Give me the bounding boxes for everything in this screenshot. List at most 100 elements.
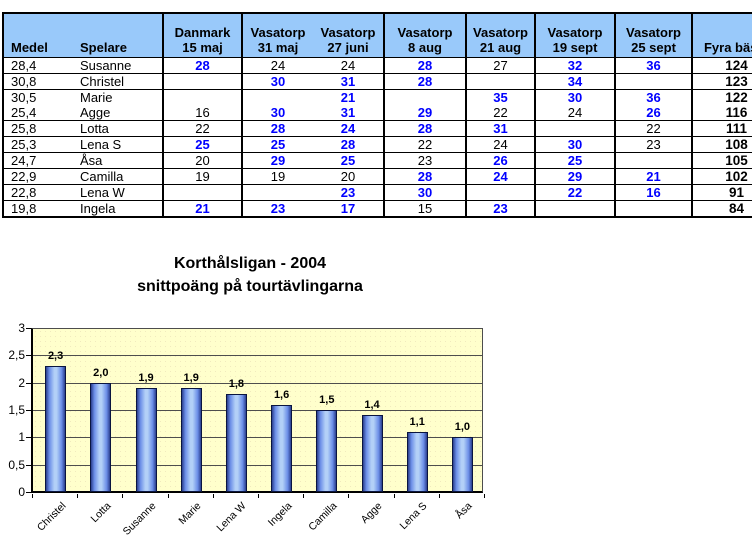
score-cell: 19 [163, 168, 243, 185]
score-cell: 31 [313, 105, 385, 121]
score-cell: 36 [615, 57, 693, 74]
bar-lena-s [406, 431, 428, 492]
total-cell: 108 [692, 136, 752, 153]
score-cell: 23 [384, 152, 467, 169]
score-cell: 28 [313, 136, 385, 153]
medel-cell: 30,8 [3, 73, 73, 90]
y-axis-tick [26, 464, 31, 466]
score-cell: 32 [535, 57, 616, 74]
column-header-vasatorp-25-sept: Vasatorp 25 sept [615, 13, 693, 58]
score-cell: 23 [615, 136, 693, 153]
score-cell: 25 [242, 136, 313, 153]
bar-value-label: 1,9 [183, 372, 199, 385]
score-cell: 30 [535, 136, 616, 153]
score-cell: 28 [384, 120, 467, 137]
score-cell: 28 [163, 57, 243, 74]
x-axis-tick [438, 494, 440, 498]
score-cell: 26 [615, 105, 693, 121]
score-cell [535, 200, 616, 217]
bar-marie [180, 388, 202, 492]
y-axis-label: 1 [18, 430, 25, 445]
player-row: 22,9 Camilla 19 19 20 28 24 29 21 102 [3, 168, 752, 185]
bar-value-label: 1,1 [409, 415, 425, 428]
y-axis-label: 0,5 [8, 457, 25, 472]
score-cell: 17 [313, 200, 385, 217]
score-cell: 22 [535, 184, 616, 201]
score-cell: 21 [313, 89, 385, 105]
total-cell: 123 [692, 73, 752, 90]
bar-value-label: 2,0 [93, 366, 109, 379]
score-cell: 28 [384, 73, 467, 90]
bar-value-label: 1,9 [138, 372, 154, 385]
y-axis-tick [26, 328, 31, 329]
column-header-spelare: Spelare [73, 13, 164, 58]
medel-cell: 22,9 [3, 168, 73, 185]
x-axis-tick [212, 494, 214, 498]
player-name-cell: Ingela [73, 200, 164, 217]
total-cell: 91 [692, 184, 752, 201]
score-cell: 34 [535, 73, 616, 90]
score-cell: 31 [313, 73, 385, 90]
y-axis-label: 3 [18, 321, 25, 335]
player-row: 25,4 Agge 16 30 31 29 22 24 26 116 [3, 105, 752, 121]
y-axis-tick [26, 355, 31, 357]
header-label: Danmark [174, 25, 231, 40]
total-cell: 84 [728, 201, 745, 216]
score-cell: 31 [466, 120, 536, 137]
x-axis-tick [393, 494, 395, 498]
player-name-cell: Marie [73, 89, 164, 105]
y-axis-tick [26, 410, 31, 411]
score-cell [535, 120, 616, 137]
total-cell: 122 [725, 90, 748, 105]
score-cell: 24 [313, 120, 385, 137]
bar-christel [45, 366, 67, 492]
score-cell: 16 [615, 184, 693, 201]
score-cell: 29 [242, 152, 313, 169]
bar-lotta [90, 382, 112, 492]
score-cell: 24 [466, 168, 536, 185]
score-cell [384, 89, 467, 105]
score-cell: 21 [163, 200, 243, 217]
total-cell: 124 [692, 57, 752, 74]
player-row: 19,8 Ingela 21 23 17 15 23 84 [3, 200, 752, 217]
x-axis-tick [167, 494, 169, 498]
score-cell: 23 [466, 200, 536, 217]
score-cell: 26 [466, 152, 536, 169]
score-cell [615, 73, 693, 90]
column-header-vasatorp-27-juni: Vasatorp 27 juni [313, 13, 385, 58]
score-cell: 20 [313, 168, 385, 185]
header-label: 31 maj [257, 40, 299, 55]
score-cell [163, 89, 243, 105]
score-cell: 24 [313, 57, 385, 74]
x-axis-tick [258, 494, 259, 498]
chart-title-line1: Korthålsligan - 2004 [173, 255, 327, 272]
header-label: 8 aug [408, 40, 442, 55]
score-average-chart: Korthålsligan - 2004 snittpoäng på tourt… [0, 250, 600, 545]
score-cell: 22 [466, 105, 536, 121]
bar-agge [361, 415, 383, 492]
chart-title-line2: snittpoäng på tourtävlingarna [137, 278, 363, 295]
gridline [33, 355, 482, 357]
column-header-vasatorp-8-aug: Vasatorp 8 aug [384, 13, 467, 58]
x-axis-tick [32, 494, 33, 498]
score-cell [615, 152, 693, 169]
player-row: 22,8 Lena W 23 30 22 16 91 [3, 184, 752, 201]
score-cell: 30 [535, 89, 616, 105]
x-axis-tick [303, 494, 305, 498]
header-label: Vasatorp [626, 25, 681, 40]
score-cell: 35 [466, 89, 536, 105]
column-header-medel: Medel [3, 13, 73, 58]
score-cell: 25 [313, 152, 385, 169]
bar-value-label: 1,4 [364, 399, 380, 412]
score-cell: 20 [163, 152, 243, 169]
score-cell: 21 [615, 168, 693, 185]
bar-value-label: 1,6 [273, 388, 290, 401]
player-name-cell: Åsa [73, 152, 164, 169]
medel-cell: 19,8 [11, 201, 37, 216]
player-row: 30,8 Christel 30 31 28 34 123 [3, 73, 752, 90]
player-row: 28,4 Susanne 28 24 24 28 27 32 36 124 [3, 57, 752, 74]
y-axis-label: 1,5 [8, 403, 25, 417]
player-name-cell: Lena W [73, 184, 164, 201]
score-cell: 24 [535, 105, 616, 121]
